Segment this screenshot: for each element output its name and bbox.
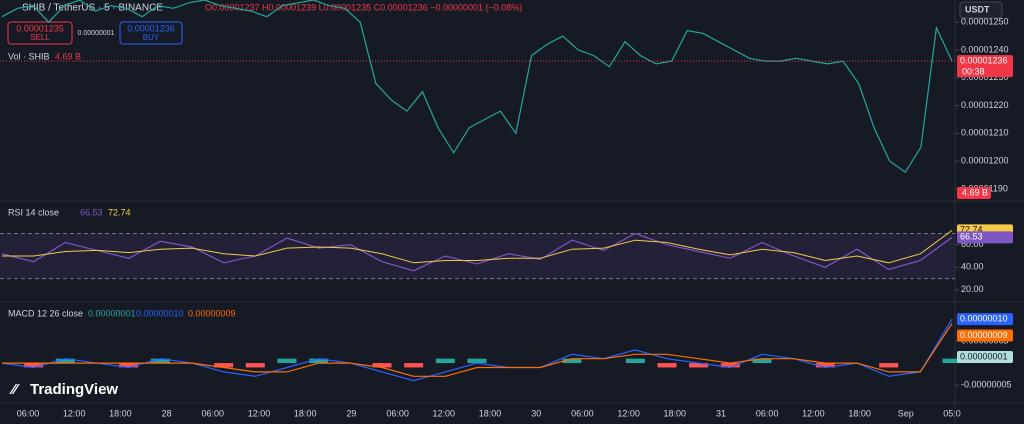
x-tick-label: 06:00 bbox=[571, 408, 594, 418]
buy-label[interactable]: BUY bbox=[143, 33, 160, 42]
rsi-band bbox=[0, 233, 955, 279]
histogram-bar bbox=[720, 363, 740, 368]
y-tick-label: 0.00001200 bbox=[961, 155, 1009, 165]
buy-price[interactable]: 0.00001236 bbox=[127, 23, 175, 33]
x-tick-label: 18:00 bbox=[479, 408, 502, 418]
x-tick-label: 06:00 bbox=[17, 408, 40, 418]
histogram-bar bbox=[119, 363, 139, 368]
sell-button[interactable] bbox=[7, 21, 73, 45]
y-tick-label: 20.00 bbox=[961, 284, 984, 294]
x-tick-label: 05:0 bbox=[943, 408, 961, 418]
rsi-line bbox=[1, 232, 953, 272]
histogram-bar bbox=[404, 363, 424, 368]
histogram-bar bbox=[435, 358, 455, 364]
histogram-bar bbox=[942, 358, 962, 364]
x-tick-label: 12:00 bbox=[63, 408, 86, 418]
histogram-bar bbox=[309, 358, 329, 364]
ma-line bbox=[2, 229, 953, 264]
x-tick-label: 06:00 bbox=[202, 408, 225, 418]
signal-value: 0.00000009 bbox=[188, 308, 236, 318]
currency[interactable]: USDT bbox=[965, 4, 990, 14]
y-tick-label: 0.00001220 bbox=[961, 100, 1009, 110]
histogram-badge-text: 0.00000001 bbox=[960, 351, 1008, 361]
buy-button[interactable] bbox=[119, 21, 183, 45]
histogram-bar bbox=[815, 363, 835, 368]
histogram-badge bbox=[957, 351, 1013, 363]
x-tick-label: 29 bbox=[346, 408, 356, 418]
histogram-value: 0.00000001 bbox=[88, 308, 136, 318]
x-tick-label: 18:00 bbox=[664, 408, 687, 418]
x-tick-label: 12:00 bbox=[802, 408, 825, 418]
values-line bbox=[1, 0, 953, 174]
ohlc: O0.00001237 H0.00001239 L0.00001235 C0.0… bbox=[205, 2, 522, 12]
last-price-badge-text: 0.00001236 bbox=[960, 55, 1008, 65]
y-tick-label: -0.00000005 bbox=[961, 379, 1012, 389]
logo: TradingView bbox=[30, 381, 118, 398]
y-tick-label: 60.00 bbox=[961, 239, 984, 249]
macd-title: MACD 12 26 close bbox=[8, 308, 83, 318]
y-tick-label: 40.00 bbox=[961, 262, 984, 272]
x-tick-label: 28 bbox=[162, 408, 172, 418]
histogram-bar bbox=[372, 363, 392, 368]
sell-price[interactable]: 0.00001235 bbox=[16, 23, 64, 33]
logo-icon: ⁄⁄ bbox=[9, 381, 21, 398]
macd-badge-text: 0.00000010 bbox=[960, 313, 1008, 323]
histogram-bar bbox=[752, 358, 772, 364]
x-tick-label: Sep bbox=[898, 408, 914, 418]
last-price-badge bbox=[957, 55, 1013, 78]
rsi-title: RSI 14 close bbox=[8, 207, 59, 217]
rsi-badge-text: 66.53 bbox=[960, 232, 983, 242]
signal-badge bbox=[957, 329, 1013, 342]
rsi-ma-badge-text: 72.74 bbox=[960, 225, 983, 235]
x-tick-label: 06:00 bbox=[386, 408, 409, 418]
y-tick-label: 0.00001210 bbox=[961, 128, 1009, 138]
y-tick-label: 0.00001250 bbox=[961, 17, 1009, 27]
x-tick-label: 30 bbox=[531, 408, 541, 418]
macd-value: 0.00000010 bbox=[136, 308, 184, 318]
histogram-bar bbox=[625, 358, 645, 364]
histogram-bar bbox=[245, 363, 265, 368]
rsi-badge bbox=[957, 231, 1013, 244]
x-tick-label: 12:00 bbox=[248, 408, 271, 418]
x-tick-label: 31 bbox=[716, 408, 726, 418]
histogram-bar bbox=[562, 358, 582, 364]
x-tick-label: 12:00 bbox=[617, 408, 640, 418]
signal-badge-text: 0.00000009 bbox=[960, 330, 1008, 340]
histogram-bar bbox=[467, 358, 487, 364]
histogram-bar bbox=[277, 358, 297, 364]
histogram-bar bbox=[657, 363, 677, 368]
x-tick-label: 18:00 bbox=[294, 408, 317, 418]
histogram-bar bbox=[150, 358, 170, 364]
x-tick-label: 18:00 bbox=[109, 408, 132, 418]
rsi-value: 66.53 bbox=[80, 207, 103, 217]
rsi-ma-value: 72.74 bbox=[108, 207, 131, 217]
signal-line bbox=[2, 323, 953, 377]
volume-badge bbox=[957, 187, 991, 199]
volume-value: 4.69 B bbox=[55, 51, 81, 61]
symbol: SHIB / TetherUS · 5 · BINANCE bbox=[22, 3, 163, 14]
x-tick-label: 06:00 bbox=[756, 408, 779, 418]
macd-badge bbox=[957, 313, 1013, 326]
spread: 0.00000001 bbox=[78, 30, 115, 37]
currency-button[interactable] bbox=[959, 1, 1003, 19]
x-tick-label: 12:00 bbox=[433, 408, 456, 418]
countdown: 00:38 bbox=[962, 66, 985, 76]
sell-label[interactable]: SELL bbox=[30, 33, 50, 42]
histogram-bar bbox=[55, 358, 75, 364]
y-tick-label: 0.00001240 bbox=[961, 44, 1009, 54]
histogram-bar bbox=[879, 363, 899, 368]
volume-badge-text: 4.69 B bbox=[962, 187, 988, 197]
x-tick-label: 18:00 bbox=[848, 408, 871, 418]
histogram-bar bbox=[689, 363, 709, 368]
histogram-bar bbox=[24, 363, 44, 368]
y-tick-label: 0.00001230 bbox=[961, 72, 1009, 82]
histogram-bar bbox=[214, 363, 234, 368]
volume-label: Vol · SHIB bbox=[8, 51, 50, 61]
